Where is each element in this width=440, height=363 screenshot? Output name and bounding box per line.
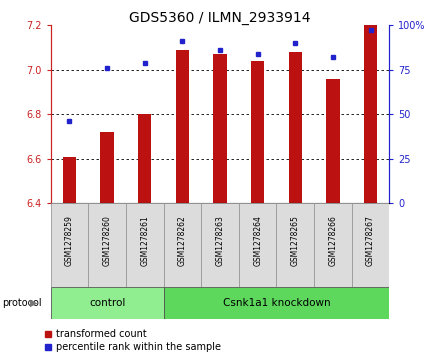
- Bar: [63, 156, 76, 203]
- Text: GSM1278261: GSM1278261: [140, 216, 149, 266]
- Bar: [100, 132, 114, 203]
- Bar: [239, 203, 276, 287]
- Bar: [138, 114, 151, 203]
- Bar: [314, 203, 352, 287]
- Bar: [51, 203, 88, 287]
- Bar: [352, 203, 389, 287]
- Bar: [276, 203, 314, 287]
- Legend: transformed count, percentile rank within the sample: transformed count, percentile rank withi…: [40, 325, 224, 356]
- Bar: [201, 203, 239, 287]
- Bar: [164, 287, 389, 319]
- Text: GSM1278266: GSM1278266: [328, 215, 337, 266]
- Text: GSM1278260: GSM1278260: [103, 215, 112, 266]
- Bar: [126, 203, 164, 287]
- Bar: [213, 54, 227, 203]
- Text: GDS5360 / ILMN_2933914: GDS5360 / ILMN_2933914: [129, 11, 311, 25]
- Bar: [289, 52, 302, 203]
- Text: GSM1278263: GSM1278263: [216, 215, 224, 266]
- Text: ▶: ▶: [30, 298, 37, 308]
- Text: GSM1278265: GSM1278265: [291, 215, 300, 266]
- Bar: [176, 50, 189, 203]
- Bar: [88, 203, 126, 287]
- Text: control: control: [89, 298, 125, 308]
- Text: Csnk1a1 knockdown: Csnk1a1 knockdown: [223, 298, 330, 308]
- Bar: [51, 287, 164, 319]
- Bar: [326, 79, 340, 203]
- Text: GSM1278259: GSM1278259: [65, 215, 74, 266]
- Bar: [251, 61, 264, 203]
- Text: GSM1278264: GSM1278264: [253, 215, 262, 266]
- Bar: [164, 203, 201, 287]
- Text: protocol: protocol: [2, 298, 42, 308]
- Bar: [364, 25, 377, 203]
- Text: GSM1278267: GSM1278267: [366, 215, 375, 266]
- Text: GSM1278262: GSM1278262: [178, 216, 187, 266]
